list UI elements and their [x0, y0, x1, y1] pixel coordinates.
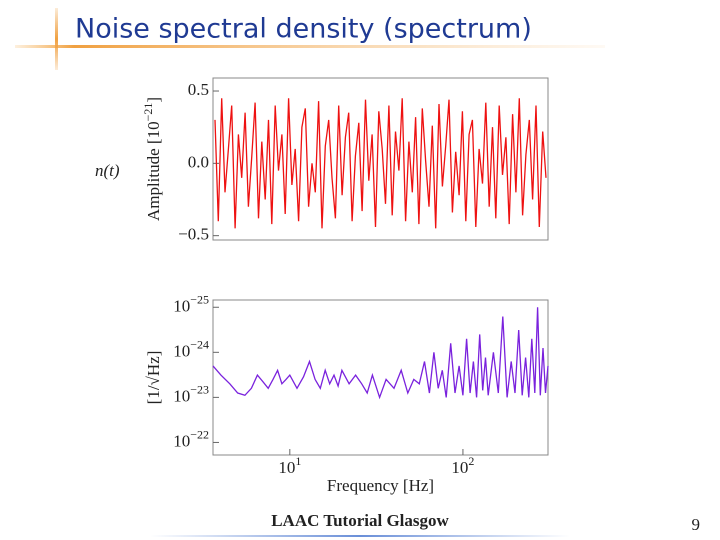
tick-label: 102	[451, 454, 474, 477]
tick-base: 10	[278, 458, 295, 477]
tick-base: 10	[173, 431, 190, 450]
tick-exponent: −25	[190, 292, 209, 306]
tick-label: −0.5	[178, 225, 209, 244]
tick-base: 10	[173, 296, 190, 315]
tick-exponent: 1	[295, 454, 301, 468]
tick-label: 0.5	[188, 80, 209, 99]
tick-label: 10−25	[173, 292, 209, 315]
tick-base: 10	[451, 458, 468, 477]
tick-exponent: −24	[190, 337, 209, 351]
tick-exponent: −22	[190, 427, 209, 441]
y-axis-label-part: ]	[144, 97, 163, 103]
plot-frame	[212, 299, 549, 456]
tick-label: 0.0	[188, 152, 209, 171]
series-line	[212, 307, 549, 400]
y-axis-label: [1/√Hz]	[144, 351, 163, 405]
y-axis-label-part: −21	[141, 103, 155, 122]
tick-base: 10	[173, 386, 190, 405]
slide-title: Noise spectral density (spectrum)	[75, 14, 532, 45]
tick-base: 10	[173, 341, 190, 360]
series-line	[214, 98, 547, 229]
tick-label: 101	[278, 454, 301, 477]
side-label: n(t)	[95, 161, 120, 180]
y-axis-label-part: [1/√Hz]	[144, 351, 163, 405]
footer-rule	[150, 535, 570, 537]
footer: LAAC Tutorial Glasgow	[271, 511, 449, 530]
title-rule	[15, 45, 605, 48]
x-axis-label: Frequency [Hz]	[327, 476, 434, 495]
tick-label: 10−24	[173, 337, 209, 360]
tick-label: 10−22	[173, 427, 209, 450]
tick-base: 0.0	[188, 152, 209, 171]
title-rule-vertical	[55, 8, 58, 70]
page-number: 9	[692, 515, 701, 534]
tick-base: −0.5	[178, 225, 209, 244]
plot-frame	[212, 77, 549, 241]
y-axis-label: Amplitude [10−21]	[141, 97, 163, 221]
tick-exponent: −23	[190, 382, 209, 396]
tick-exponent: 2	[468, 454, 474, 468]
tick-label: 10−23	[173, 382, 209, 405]
y-axis-label-part: Amplitude [10	[144, 121, 163, 221]
